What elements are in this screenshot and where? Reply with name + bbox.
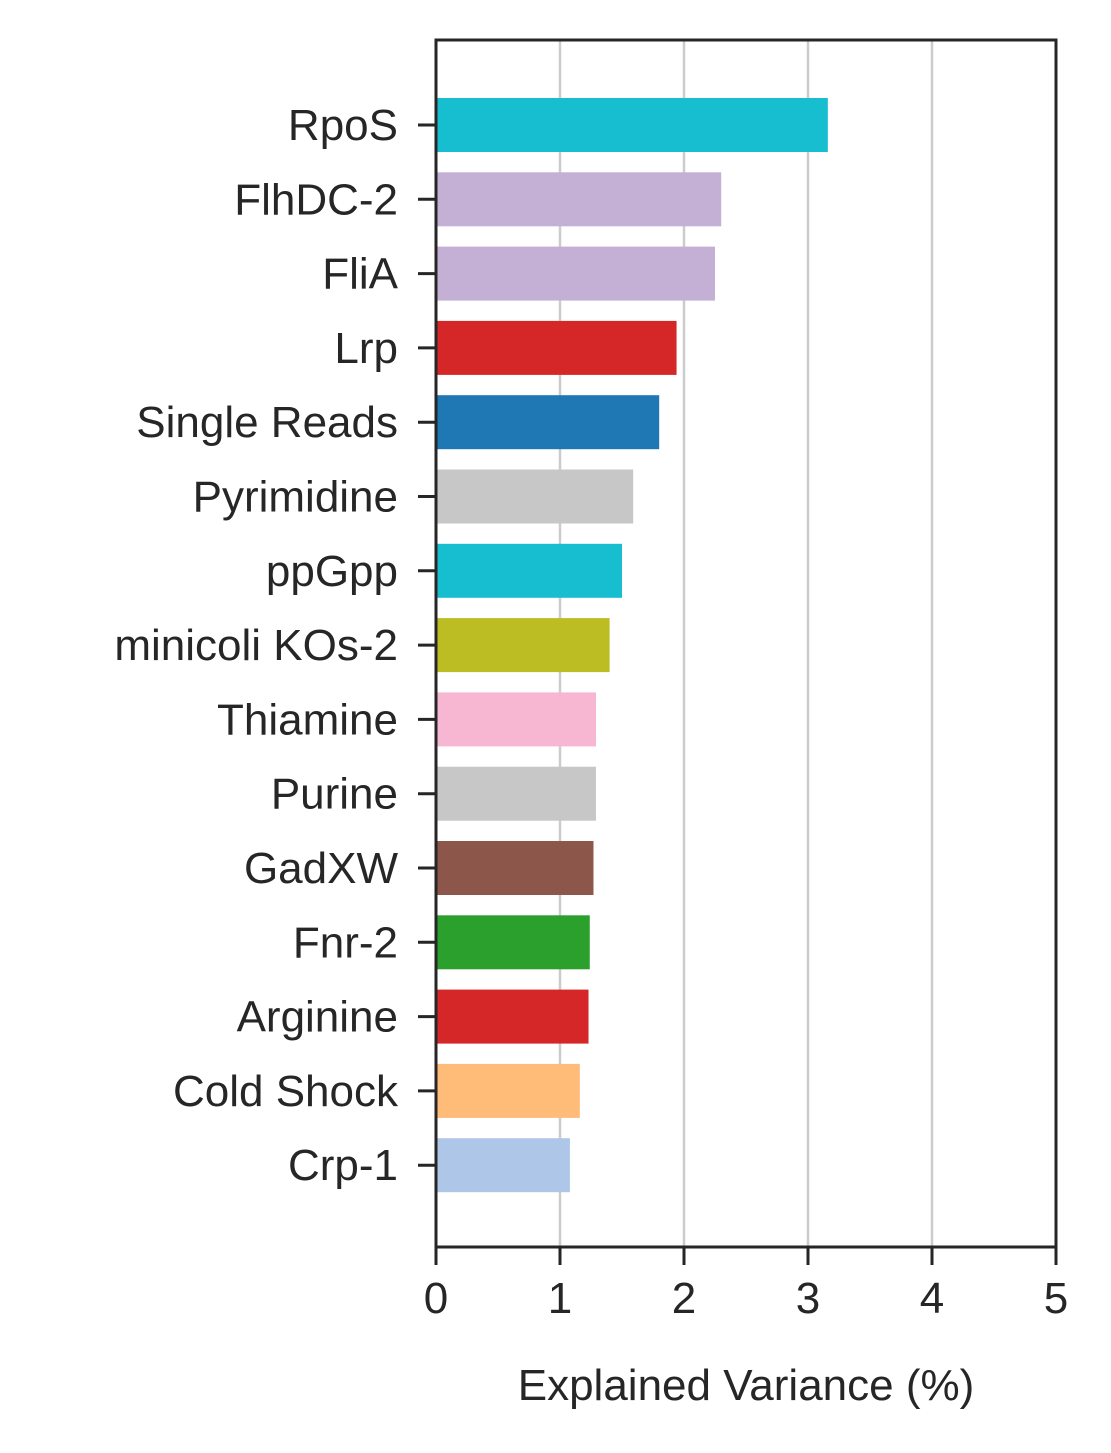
bar-crp-1	[437, 1138, 570, 1193]
bar-gadxw	[437, 841, 594, 895]
y-ticks: RpoS FlhDC-2 FliA Lrp Single Reads Pyrimidine…	[114, 101, 436, 1190]
bar-minicoli-kos-2	[437, 618, 610, 673]
x-axis-title: Explained Variance (%)	[518, 1361, 975, 1410]
x-tick-label: 3	[796, 1274, 820, 1323]
y-tick-label: Purine	[271, 770, 398, 819]
bar-pyrimidine	[437, 469, 634, 524]
y-tick-label: RpoS	[288, 101, 398, 150]
y-tick-label: minicoli KOs-2	[114, 621, 398, 670]
bar-flia	[437, 246, 715, 301]
x-tick-label: 5	[1044, 1274, 1068, 1323]
y-tick-label: Single Reads	[136, 398, 398, 447]
bar-rpos	[437, 98, 828, 152]
bar-fnr-2	[437, 915, 590, 970]
y-tick-label: Pyrimidine	[193, 473, 398, 522]
y-tick-label: ppGpp	[266, 547, 398, 596]
bar-lrp	[437, 320, 677, 375]
bar-flhdc-2	[437, 172, 722, 227]
x-ticks: 0 1 2 3 4 5	[424, 1247, 1068, 1323]
y-tick-label: Crp-1	[288, 1141, 398, 1190]
bar-arginine	[437, 989, 589, 1044]
bar-single-reads	[437, 395, 660, 450]
bar-thiamine	[437, 692, 596, 747]
y-tick-label: FlhDC-2	[234, 175, 398, 224]
y-tick-label: Arginine	[237, 993, 398, 1042]
x-tick-label: 0	[424, 1274, 448, 1323]
y-tick-label: FliA	[322, 250, 398, 299]
bar-cold-shock	[437, 1063, 580, 1118]
y-tick-label: Thiamine	[217, 695, 398, 744]
x-tick-label: 2	[672, 1274, 696, 1323]
y-tick-label: Fnr-2	[293, 918, 398, 967]
plot-frame	[434, 38, 1058, 1249]
x-tick-label: 1	[548, 1274, 572, 1323]
bar-ppgpp	[437, 543, 622, 598]
bars	[437, 98, 828, 1193]
y-tick-label: Lrp	[334, 324, 398, 373]
y-tick-label: GadXW	[244, 844, 399, 893]
bar-purine	[437, 766, 596, 821]
y-tick-label: Cold Shock	[173, 1067, 399, 1116]
x-tick-label: 4	[920, 1274, 944, 1323]
